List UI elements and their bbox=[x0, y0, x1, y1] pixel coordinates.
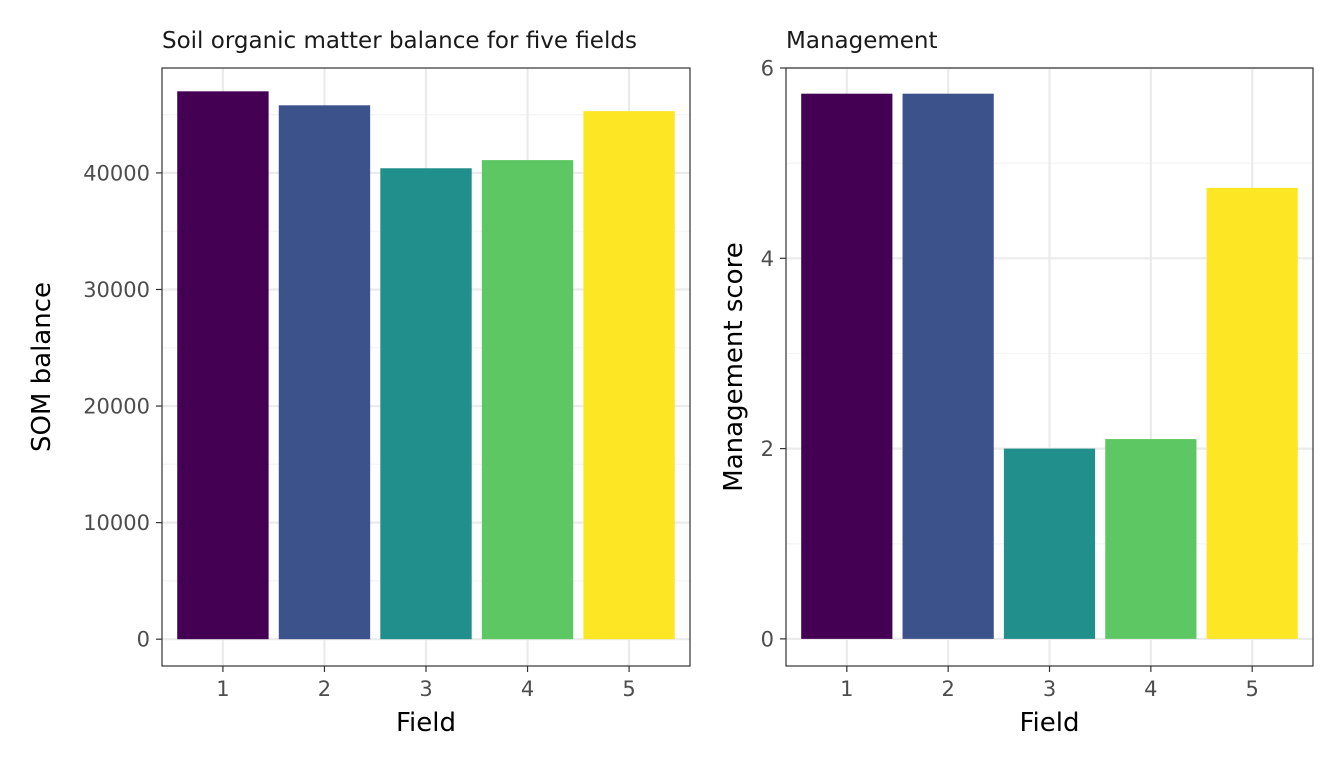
y-tick-label: 40000 bbox=[83, 161, 150, 185]
y-tick-label: 2 bbox=[761, 437, 774, 461]
y-tick-label: 6 bbox=[761, 57, 774, 81]
x-tick-label: 2 bbox=[941, 677, 954, 701]
chart-title: Soil organic matter balance for five fie… bbox=[162, 28, 637, 54]
y-axis-title: SOM balance bbox=[27, 282, 57, 452]
bar-field-2 bbox=[902, 93, 994, 639]
y-tick-label: 20000 bbox=[83, 395, 150, 419]
bars bbox=[801, 93, 1298, 639]
chart-title: Management bbox=[786, 28, 938, 54]
som-balance-chart: Soil organic matter balance for five fie… bbox=[27, 28, 691, 738]
management-chart: Management 0 2 4 6 1 2 3 4 5 Field Management s… bbox=[719, 28, 1314, 738]
bar-field-5 bbox=[583, 111, 675, 640]
bar-field-1 bbox=[177, 91, 269, 640]
bar-field-3 bbox=[380, 168, 472, 640]
y-tick-label: 30000 bbox=[83, 278, 150, 302]
y-axis: 0 10000 20000 30000 40000 bbox=[83, 161, 162, 652]
bar-field-4 bbox=[481, 160, 574, 640]
x-tick-label: 3 bbox=[419, 677, 432, 701]
bar-field-2 bbox=[278, 105, 371, 640]
y-tick-label: 0 bbox=[761, 627, 774, 651]
bar-field-1 bbox=[801, 93, 893, 639]
x-tick-label: 5 bbox=[1246, 677, 1259, 701]
x-tick-label: 2 bbox=[318, 677, 331, 701]
x-tick-label: 1 bbox=[216, 677, 229, 701]
y-tick-label: 4 bbox=[761, 247, 774, 271]
y-tick-label: 0 bbox=[137, 628, 150, 652]
x-axis: 1 2 3 4 5 bbox=[840, 666, 1259, 701]
x-tick-label: 4 bbox=[1144, 677, 1157, 701]
x-axis-title: Field bbox=[396, 708, 456, 738]
bar-field-4 bbox=[1105, 439, 1197, 639]
x-axis-title: Field bbox=[1019, 708, 1079, 738]
x-axis: 1 2 3 4 5 bbox=[216, 666, 636, 701]
x-tick-label: 3 bbox=[1043, 677, 1056, 701]
y-axis: 0 2 4 6 bbox=[761, 57, 786, 651]
x-tick-label: 1 bbox=[840, 677, 853, 701]
bar-field-3 bbox=[1003, 448, 1096, 639]
x-tick-label: 4 bbox=[521, 677, 534, 701]
y-tick-label: 10000 bbox=[83, 511, 150, 535]
y-axis-title: Management score bbox=[719, 242, 749, 491]
bar-field-5 bbox=[1206, 187, 1298, 639]
bars bbox=[177, 91, 675, 640]
x-tick-label: 5 bbox=[622, 677, 635, 701]
